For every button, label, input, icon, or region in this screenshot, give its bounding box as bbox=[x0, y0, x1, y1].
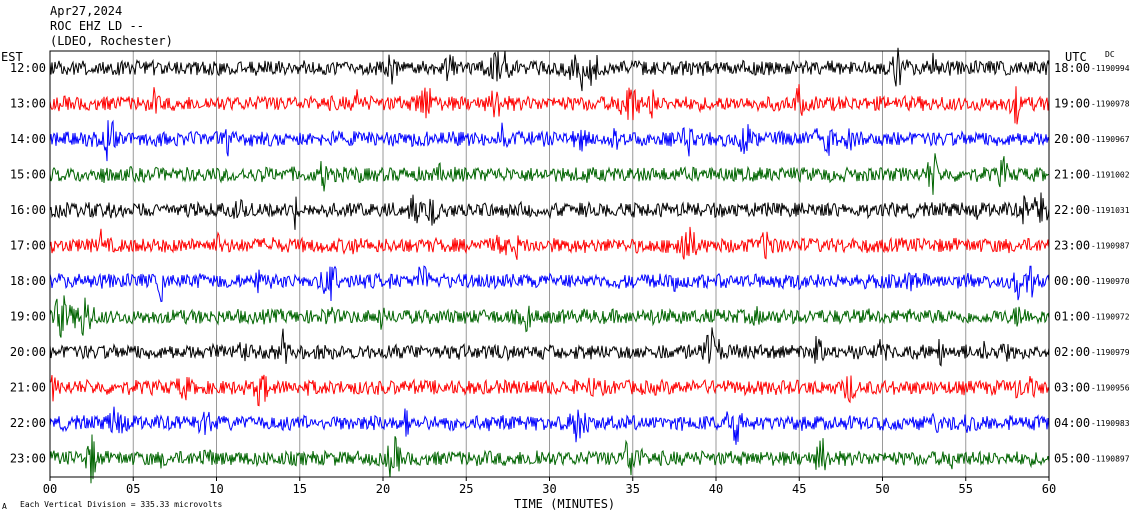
utc-time-label: 20:00 bbox=[1054, 132, 1090, 146]
network-name: (LDEO, Rochester) bbox=[50, 34, 173, 48]
footer-origin-mark: A bbox=[2, 502, 7, 511]
local-time-label: 21:00 bbox=[10, 381, 46, 395]
trace-row-23:00 bbox=[49, 434, 1050, 484]
trace-row-14:00 bbox=[49, 119, 1050, 162]
x-tick-label: 40 bbox=[709, 482, 723, 496]
utc-time-label: 05:00 bbox=[1054, 452, 1090, 466]
local-time-label: 16:00 bbox=[10, 203, 46, 217]
dc-offset-value: -1190967 bbox=[1091, 135, 1130, 144]
utc-time-label: 01:00 bbox=[1054, 310, 1090, 324]
x-tick-label: 20 bbox=[376, 482, 390, 496]
x-tick-label: 55 bbox=[959, 482, 973, 496]
dc-offset-value: -1190979 bbox=[1091, 348, 1130, 357]
x-tick-label: 35 bbox=[626, 482, 640, 496]
x-tick-label: 30 bbox=[542, 482, 556, 496]
utc-time-label: 23:00 bbox=[1054, 239, 1090, 253]
dc-offset-value: -1191031 bbox=[1091, 206, 1130, 215]
x-tick-label: 50 bbox=[875, 482, 889, 496]
trace-row-19:00 bbox=[49, 295, 1050, 338]
x-tick-label: 25 bbox=[459, 482, 473, 496]
local-time-label: 20:00 bbox=[10, 345, 46, 359]
trace-row-15:00 bbox=[49, 153, 1050, 195]
dc-offset-value: -1191002 bbox=[1091, 171, 1130, 180]
dc-offset-value: -1190987 bbox=[1091, 242, 1130, 251]
dc-offset-value: -1190970 bbox=[1091, 277, 1130, 286]
utc-time-label: 03:00 bbox=[1054, 381, 1090, 395]
local-time-label: 14:00 bbox=[10, 132, 46, 146]
utc-time-label: 04:00 bbox=[1054, 416, 1090, 430]
station-code: ROC EHZ LD -- bbox=[50, 19, 144, 33]
x-tick-label: 15 bbox=[293, 482, 307, 496]
local-time-label: 17:00 bbox=[10, 239, 46, 253]
dc-offset-value: -1190897 bbox=[1091, 455, 1130, 464]
x-tick-label: 45 bbox=[792, 482, 806, 496]
local-time-label: 13:00 bbox=[10, 97, 46, 111]
recording-date: Apr27,2024 bbox=[50, 4, 122, 18]
local-time-label: 22:00 bbox=[10, 416, 46, 430]
left-timezone-label: EST bbox=[1, 50, 23, 64]
dc-offset-value: -1190956 bbox=[1091, 384, 1130, 393]
utc-time-label: 22:00 bbox=[1054, 203, 1090, 217]
local-time-label: 18:00 bbox=[10, 274, 46, 288]
grid-lines bbox=[49, 51, 1050, 477]
dc-offset-value: -1190972 bbox=[1091, 313, 1130, 322]
utc-time-label: 02:00 bbox=[1054, 345, 1090, 359]
dc-offset-header: DC bbox=[1105, 50, 1115, 59]
utc-time-label: 19:00 bbox=[1054, 97, 1090, 111]
x-axis-title: TIME (MINUTES) bbox=[514, 497, 615, 511]
trace-row-16:00 bbox=[49, 192, 1050, 230]
seismic-traces bbox=[49, 47, 1050, 484]
trace-row-13:00 bbox=[49, 84, 1050, 125]
local-time-label: 23:00 bbox=[10, 452, 46, 466]
dc-offset-value: -1190983 bbox=[1091, 419, 1130, 428]
scale-note: Each Vertical Division = 335.33 microvol… bbox=[20, 500, 222, 509]
x-tick-label: 00 bbox=[43, 482, 57, 496]
utc-time-label: 18:00 bbox=[1054, 61, 1090, 75]
trace-row-18:00 bbox=[49, 265, 1050, 303]
local-time-label: 12:00 bbox=[10, 61, 46, 75]
trace-row-22:00 bbox=[49, 406, 1050, 445]
x-tick-label: 10 bbox=[209, 482, 223, 496]
x-tick-label: 05 bbox=[126, 482, 140, 496]
dc-offset-value: -1190994 bbox=[1091, 64, 1130, 73]
right-timezone-label: UTC bbox=[1065, 50, 1087, 64]
trace-row-17:00 bbox=[49, 226, 1050, 260]
utc-time-label: 00:00 bbox=[1054, 274, 1090, 288]
dc-offset-value: -1190978 bbox=[1091, 100, 1130, 109]
local-time-label: 19:00 bbox=[10, 310, 46, 324]
trace-row-12:00 bbox=[49, 47, 1050, 92]
trace-row-20:00 bbox=[49, 327, 1050, 367]
local-time-label: 15:00 bbox=[10, 168, 46, 182]
trace-row-21:00 bbox=[49, 374, 1050, 407]
utc-time-label: 21:00 bbox=[1054, 168, 1090, 182]
x-tick-label: 60 bbox=[1042, 482, 1056, 496]
